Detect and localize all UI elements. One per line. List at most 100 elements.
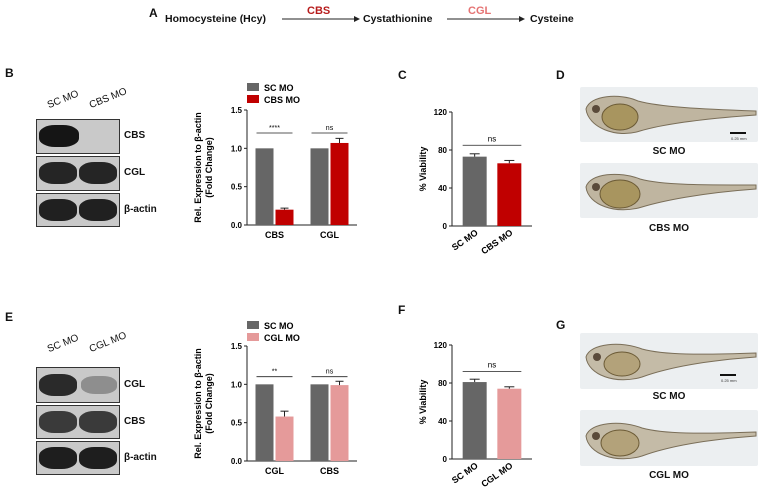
x-tick-label: CGL MO	[479, 460, 514, 489]
bar	[330, 385, 349, 461]
y-tick-label: 80	[438, 146, 447, 155]
blot-e-row-label-1: CGL	[124, 379, 146, 390]
panel-label-c: C	[398, 68, 407, 82]
bar	[462, 156, 487, 226]
zebrafish-image	[585, 422, 757, 460]
zebrafish-image: 0.25 mm	[585, 343, 757, 383]
pathway-substrate: Homocysteine (Hcy)	[165, 13, 266, 25]
band	[79, 447, 117, 469]
y-tick-label: 1.5	[231, 342, 243, 351]
y-tick-label: 0	[443, 222, 448, 231]
scale-bar-label: 0.25 mm	[721, 378, 737, 383]
x-tick-label: SC MO	[450, 227, 480, 252]
panel-label-f: F	[398, 303, 406, 317]
band	[79, 199, 117, 221]
bar	[275, 416, 294, 461]
legend-swatch	[247, 83, 259, 91]
blot-e-row-label-3: β-actin	[124, 452, 157, 463]
blot-b-row-2	[36, 156, 120, 191]
blot-e-lane-1: SC MO	[45, 332, 81, 355]
fish-label-g-2: CGL MO	[649, 470, 689, 481]
blot-b-row-1	[36, 119, 120, 154]
significance-label: ns	[488, 134, 496, 143]
pathway-enzyme-cgl: CGL	[468, 5, 492, 17]
bar	[330, 142, 349, 225]
bar	[255, 148, 274, 225]
y-axis-label: Rel. Expression to β-actin	[193, 112, 203, 223]
y-tick-label: 0.5	[231, 183, 243, 192]
blot-e-row-label-2: CBS	[124, 416, 146, 427]
bar	[462, 382, 487, 459]
pathway-product: Cysteine	[530, 13, 574, 25]
bar	[310, 148, 329, 225]
x-tick-label: CBS	[265, 230, 284, 240]
y-tick-label: 0.0	[231, 457, 243, 466]
significance-label: ns	[326, 125, 334, 132]
y-tick-label: 0.0	[231, 221, 243, 230]
zebrafish-image	[585, 173, 757, 211]
pathway-arrow-2	[447, 16, 525, 22]
chart-c: 0 40 80 120 % Viability SC MO CBS MO ns	[418, 108, 532, 256]
pathway-arrow-1	[282, 16, 360, 22]
blot-e-row-2	[36, 405, 120, 439]
y-axis-label: % Viability	[418, 147, 428, 192]
band	[39, 411, 77, 433]
y-axis-label: % Viability	[418, 380, 428, 425]
significance-label: ns	[488, 361, 496, 370]
fish-image-g-2	[580, 410, 758, 466]
y-tick-label: 120	[434, 341, 448, 350]
panel-label-a: A	[149, 6, 158, 20]
legend-swatch	[247, 333, 259, 341]
panel-label-g: G	[556, 318, 566, 332]
y-tick-label: 80	[438, 379, 447, 388]
y-tick-label: 1.0	[231, 144, 243, 153]
y-tick-label: 40	[438, 417, 447, 426]
blot-b-row-label-2: CGL	[124, 167, 146, 178]
legend-swatch	[247, 321, 259, 329]
significance-label: **	[272, 369, 278, 376]
blot-e-row-1	[36, 367, 120, 403]
band	[39, 447, 77, 469]
legend-label: CGL MO	[264, 333, 300, 343]
x-tick-label: CBS MO	[479, 227, 514, 256]
fish-image-d-1: 0.25 mm	[580, 87, 758, 142]
bar	[497, 163, 522, 226]
x-tick-label: CGL	[265, 466, 285, 476]
blot-b-row-3	[36, 193, 120, 227]
zebrafish-image: 0.25 mm	[585, 95, 757, 141]
legend-label: SC MO	[264, 321, 294, 331]
blot-b-row-label-3: β-actin	[124, 204, 157, 215]
fish-image-d-2	[580, 163, 758, 218]
y-tick-label: 1.5	[231, 106, 243, 115]
y-tick-label: 40	[438, 184, 447, 193]
y-axis-label: (Fold Change)	[204, 137, 214, 198]
x-tick-label: SC MO	[450, 460, 480, 485]
significance-label: ****	[269, 125, 280, 132]
x-tick-label: CGL	[320, 230, 340, 240]
chart-b: 0.0 0.5 1.0 1.5 Rel. Expression to β-actin (F…	[193, 83, 357, 240]
bar	[497, 388, 522, 459]
chart-e: 0.0 0.5 1.0 1.5 Rel. Expression to β-actin (F…	[193, 321, 357, 476]
band	[39, 125, 79, 147]
legend-swatch	[247, 95, 259, 103]
y-tick-label: 0	[443, 455, 448, 464]
panel-label-e: E	[5, 310, 14, 324]
blot-e-lane-2: CGL MO	[87, 330, 129, 355]
panel-label-d: D	[556, 68, 565, 82]
panel-label-b: B	[5, 66, 14, 80]
y-tick-label: 1.0	[231, 380, 243, 389]
y-tick-label: 120	[434, 108, 448, 117]
bar	[255, 384, 274, 461]
blot-e-row-3	[36, 441, 120, 475]
fish-image-g-1: 0.25 mm	[580, 333, 758, 389]
pathway-middle: Cystathionine	[363, 13, 433, 25]
scale-bar-label: 0.25 mm	[731, 136, 747, 141]
chart-f: 0 40 80 120 % Viability SC MO CGL MO ns	[418, 341, 532, 489]
blot-b-lane-1: SC MO	[45, 88, 81, 111]
fish-label-d-2: CBS MO	[649, 223, 689, 234]
legend-label: CBS MO	[264, 95, 300, 105]
band	[79, 411, 117, 433]
y-tick-label: 0.5	[231, 419, 243, 428]
band	[79, 162, 117, 184]
blot-b-row-label-1: CBS	[124, 130, 146, 141]
